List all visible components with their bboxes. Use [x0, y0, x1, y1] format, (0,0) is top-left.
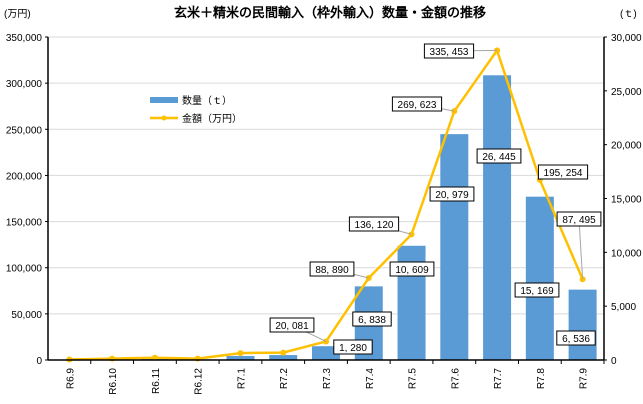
- left-tick-label: 200,000: [6, 171, 43, 182]
- bar: [269, 355, 298, 360]
- amount-data-label: 20, 081: [275, 321, 309, 332]
- right-tick-label: 30,000: [611, 33, 642, 44]
- x-tick-label: R7.7: [493, 368, 504, 390]
- x-tick-label: R7.9: [579, 368, 590, 390]
- x-tick-label: R6.11: [151, 368, 162, 394]
- left-tick-label: 150,000: [6, 218, 43, 229]
- x-tick-label: R6.12: [194, 368, 205, 395]
- amount-data-label: 87, 495: [562, 215, 596, 226]
- amount-data-label-box: [556, 211, 602, 227]
- right-axis-unit: (ｔ): [620, 9, 637, 20]
- amount-data-label: 335, 453: [430, 47, 469, 58]
- amount-data-label: 269, 623: [398, 100, 437, 111]
- right-tick-label: 10,000: [611, 248, 642, 259]
- legend: 数量（ｔ） 金額（万円）: [142, 88, 246, 128]
- x-tick-label: R6.9: [65, 368, 76, 390]
- amount-data-label: 136, 120: [355, 220, 394, 231]
- quantity-data-label-box: [476, 148, 522, 164]
- amount-point: [280, 349, 287, 356]
- leader-line: [578, 218, 584, 280]
- legend-swatch-quantity: [150, 97, 178, 103]
- x-tick-label: R7.3: [322, 368, 333, 390]
- left-axis-unit: (万円): [4, 9, 31, 20]
- quantity-data-label-box: [429, 186, 475, 202]
- quantity-data-label: 26, 445: [482, 152, 516, 163]
- quantity-data-label: 6, 536: [562, 334, 590, 345]
- x-tick-label: R7.4: [365, 368, 376, 390]
- left-tick-label: 50,000: [11, 310, 42, 321]
- x-tick-label: R7.6: [450, 368, 461, 390]
- quantity-data-label-box: [556, 330, 596, 346]
- quantity-data-label-box: [389, 261, 435, 277]
- quantity-data-label: 6, 838: [358, 315, 386, 326]
- quantity-data-label: 10, 609: [395, 265, 429, 276]
- quantity-data-label-box: [333, 339, 373, 355]
- left-tick-label: 300,000: [6, 79, 43, 90]
- amount-data-label: 88, 890: [315, 265, 349, 276]
- amount-point: [237, 350, 244, 357]
- amount-point: [151, 354, 158, 361]
- amount-data-label: 195, 254: [544, 168, 583, 179]
- x-tick-label: R7.2: [279, 368, 290, 390]
- right-tick-label: 25,000: [611, 87, 642, 98]
- amount-data-label-box: [391, 96, 443, 112]
- left-tick-label: 250,000: [6, 125, 43, 136]
- amount-data-label-box: [537, 164, 589, 180]
- right-tick-label: 15,000: [611, 195, 642, 206]
- legend-label-amount: 金額（万円）: [182, 112, 242, 125]
- amount-data-label-box: [309, 261, 355, 277]
- bar: [440, 134, 469, 360]
- right-tick-label: 0: [611, 356, 617, 367]
- bar: [483, 75, 512, 360]
- left-tick-label: 0: [36, 356, 42, 367]
- x-tick-label: R7.8: [536, 368, 547, 390]
- right-tick-label: 5,000: [611, 302, 636, 313]
- amount-data-label-box: [269, 317, 315, 333]
- quantity-data-label: 1, 280: [339, 343, 367, 354]
- bar: [226, 356, 255, 360]
- amount-data-label-box: [423, 43, 475, 59]
- bar: [312, 346, 340, 360]
- bar: [525, 196, 554, 360]
- x-tick-label: R6.10: [108, 368, 119, 395]
- left-tick-label: 350,000: [6, 33, 43, 44]
- left-tick-label: 100,000: [6, 264, 43, 275]
- quantity-data-label-box: [514, 282, 560, 298]
- amount-data-label-box: [348, 216, 400, 232]
- quantity-data-label: 15, 169: [520, 286, 554, 297]
- chart-title: 玄米＋精米の民間輸入（枠外輸入）数量・金額の推移: [174, 5, 486, 20]
- quantity-data-label-box: [352, 311, 392, 327]
- quantity-data-label: 20, 979: [435, 190, 469, 201]
- legend-label-quantity: 数量（ｔ）: [182, 94, 232, 107]
- bar: [568, 289, 597, 360]
- x-tick-label: R7.1: [236, 368, 247, 390]
- right-tick-label: 20,000: [611, 141, 642, 152]
- x-tick-label: R7.5: [408, 368, 419, 390]
